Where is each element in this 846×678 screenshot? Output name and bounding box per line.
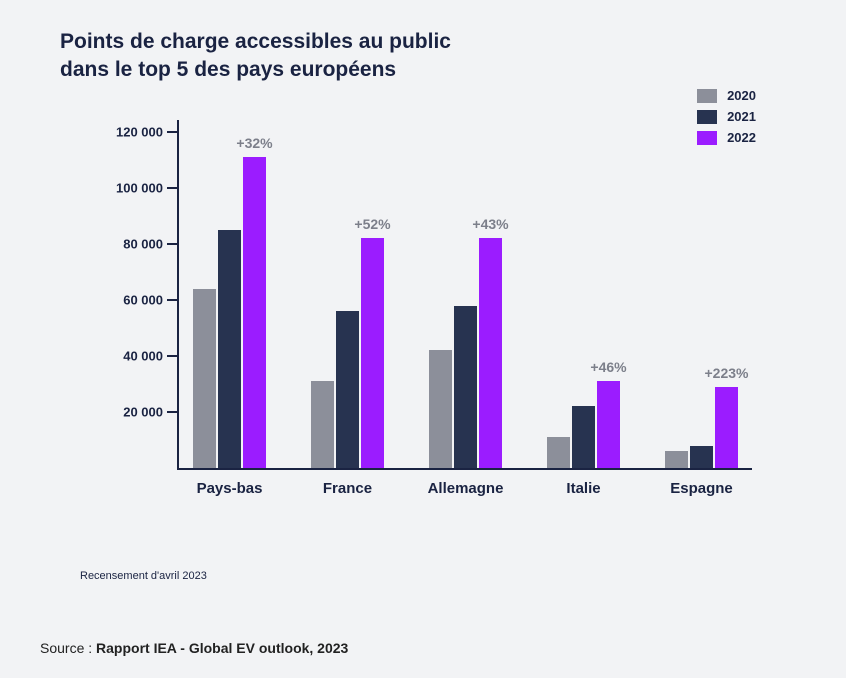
- growth-label: +32%: [236, 135, 272, 151]
- source-prefix: Source :: [40, 640, 96, 656]
- source-line: Source : Rapport IEA - Global EV outlook…: [40, 640, 348, 656]
- title-line-1: Points de charge accessibles au public: [60, 30, 451, 53]
- footnote: Recensement d'avril 2023: [80, 570, 207, 582]
- y-axis-label: 20 000: [123, 405, 163, 420]
- bar: [311, 381, 334, 468]
- y-tick: [167, 355, 177, 357]
- x-axis-label: Pays-bas: [197, 480, 263, 497]
- x-axis-label: Italie: [566, 480, 600, 497]
- y-axis-label: 40 000: [123, 349, 163, 364]
- bar: [218, 230, 241, 468]
- y-tick: [167, 243, 177, 245]
- bar: [715, 387, 738, 468]
- legend-swatch: [697, 89, 717, 103]
- growth-label: +223%: [705, 365, 749, 381]
- growth-label: +46%: [590, 359, 626, 375]
- y-axis-label: 80 000: [123, 237, 163, 252]
- y-axis-label: 60 000: [123, 293, 163, 308]
- bar: [361, 238, 384, 468]
- bar: [547, 437, 570, 468]
- bar: [454, 306, 477, 468]
- source-text: Rapport IEA - Global EV outlook, 2023: [96, 640, 348, 656]
- y-axis-label: 120 000: [116, 125, 163, 140]
- legend-item: 2020: [697, 88, 756, 103]
- bar: [336, 311, 359, 468]
- bar: [429, 350, 452, 468]
- bar: [479, 238, 502, 468]
- bar: [193, 289, 216, 468]
- x-axis-label: Espagne: [670, 480, 733, 497]
- y-tick: [167, 131, 177, 133]
- y-tick: [167, 187, 177, 189]
- bar: [665, 451, 688, 468]
- y-axis-label: 100 000: [116, 181, 163, 196]
- y-tick: [167, 299, 177, 301]
- plot: 20 00040 00060 00080 000100 000120 000+3…: [177, 120, 752, 470]
- chart-area: 20 00040 00060 00080 000100 000120 000+3…: [132, 120, 752, 520]
- x-axis-label: Allemagne: [428, 480, 504, 497]
- bar: [572, 406, 595, 468]
- legend-label: 2020: [727, 88, 756, 103]
- title-line-2: dans le top 5 des pays européens: [60, 58, 396, 81]
- chart-title: Points de charge accessibles au public d…: [60, 28, 786, 85]
- bar: [597, 381, 620, 468]
- bar: [243, 157, 266, 468]
- y-tick: [167, 411, 177, 413]
- growth-label: +43%: [472, 216, 508, 232]
- bar: [690, 446, 713, 468]
- x-axis-label: France: [323, 480, 372, 497]
- growth-label: +52%: [354, 216, 390, 232]
